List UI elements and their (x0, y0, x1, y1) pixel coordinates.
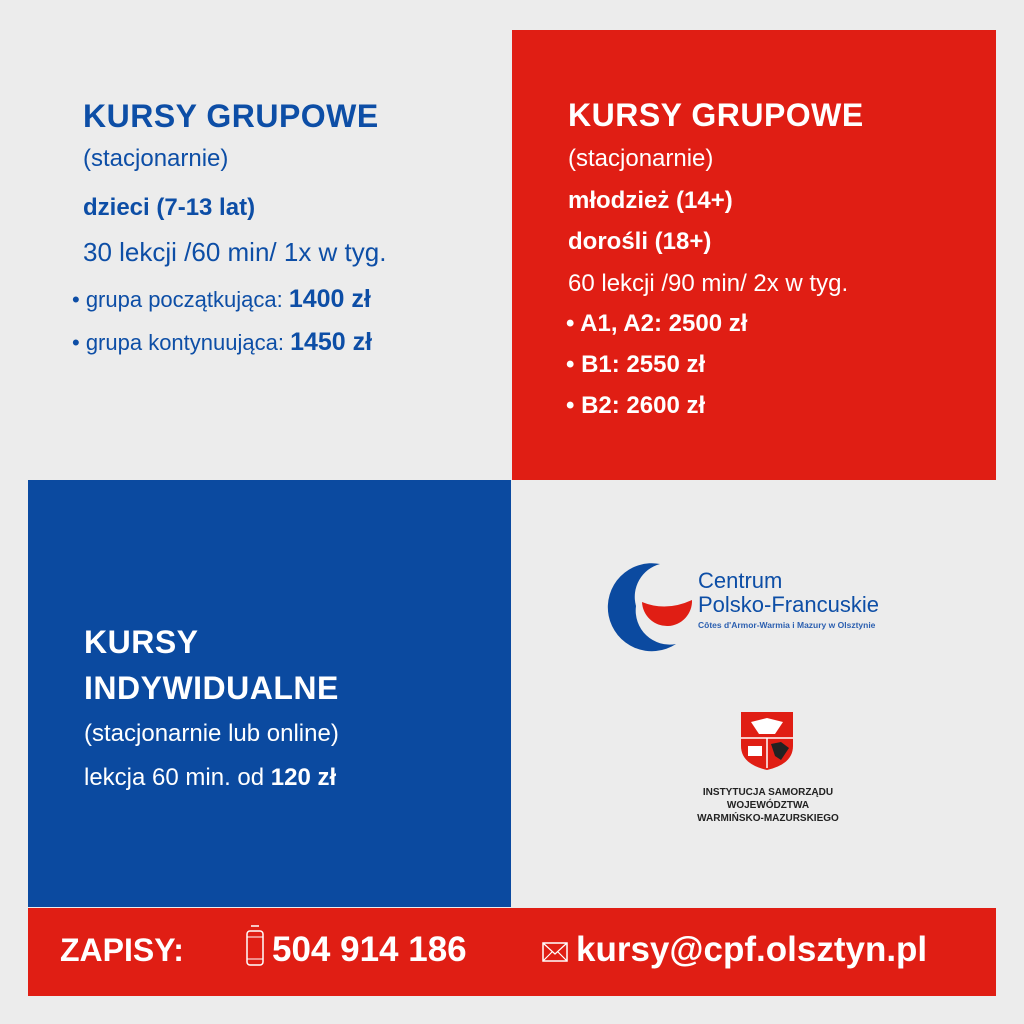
children-course-audience: dzieci (7-13 lat) (83, 194, 256, 221)
price-label: • grupa początkująca: (72, 287, 289, 312)
institution-line3: WARMIŃSKO-MAZURSKIEGO (697, 813, 839, 824)
individual-title-line1: KURSY (84, 624, 199, 660)
signup-label: ZAPISY: (60, 932, 184, 968)
coat-of-arms-icon (741, 712, 793, 770)
individual-title-line2: INDYWIDUALNE (84, 670, 339, 706)
price-value: 1450 zł (290, 328, 373, 356)
adult-price-b1: • B1: 2550 zł (566, 351, 706, 378)
adult-course-title: KURSY GRUPOWE (568, 97, 864, 133)
individual-price: lekcja 60 min. od 120 zł (84, 764, 336, 792)
children-course-schedule: 30 lekcji /60 min/ 1x w tyg. (83, 237, 387, 267)
cpf-logo-line2: Polsko-Francuskie (698, 592, 879, 617)
phone-number[interactable]: 504 914 186 (272, 930, 467, 969)
institution-text: INSTYTUCJA SAMORZĄDU WOJEWÓDZTWA WARMIŃS… (668, 786, 868, 825)
price-value: 120 zł (270, 764, 337, 791)
cpf-logo-mark-icon (607, 563, 693, 652)
children-course-title: KURSY GRUPOWE (83, 98, 379, 134)
email-link[interactable]: kursy@cpf.olsztyn.pl (576, 930, 928, 969)
price-value: 1400 zł (288, 285, 371, 313)
envelope-icon (542, 942, 568, 962)
individual-mode: (stacjonarnie lub online) (84, 720, 339, 747)
individual-course-panel: KURSY INDYWIDUALNE (stacjonarnie lub onl… (28, 480, 511, 907)
institution-line1: INSTYTUCJA SAMORZĄDU (702, 787, 834, 798)
adult-course-schedule: 60 lekcji /90 min/ 2x w tyg. (568, 270, 849, 297)
children-price-continuing: • grupa kontynuująca: 1450 zł (72, 328, 372, 357)
phone-icon (246, 925, 264, 966)
cpf-logo-line1: Centrum (698, 568, 783, 593)
adult-price-b2: • B2: 2600 zł (566, 392, 706, 419)
price-label: lekcja 60 min. od (84, 764, 271, 791)
children-course-mode: (stacjonarnie) (83, 145, 229, 172)
adult-course-mode: (stacjonarnie) (568, 145, 714, 172)
adult-course-audience-adults: dorośli (18+) (568, 228, 712, 255)
adult-price-a1-a2: • A1, A2: 2500 zł (566, 310, 748, 337)
cpf-logo-line3: Côtes d'Armor-Warmia i Mazury w Olsztyni… (698, 620, 876, 630)
adult-course-audience-youth: młodzież (14+) (568, 187, 733, 214)
price-label: • grupa kontynuująca: (72, 330, 291, 355)
contact-bar: ZAPISY: 504 914 186 kursy@cpf.olsztyn.pl (28, 908, 996, 996)
adult-course-panel: KURSY GRUPOWE (stacjonarnie) młodzież (1… (512, 30, 996, 480)
institution-line2: WOJEWÓDZTWA (726, 800, 810, 811)
children-price-beginner: • grupa początkująca: 1400 zł (72, 285, 371, 314)
